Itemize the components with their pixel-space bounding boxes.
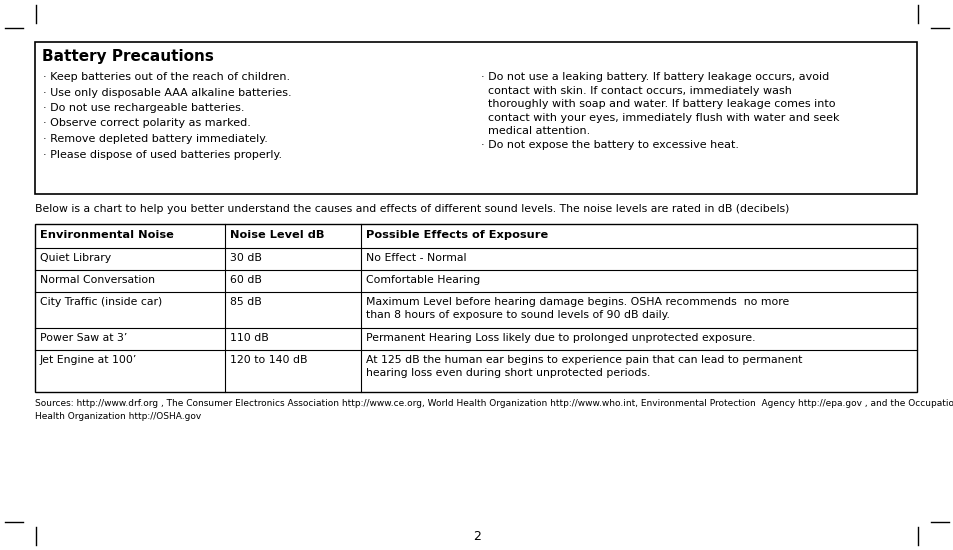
Text: · Remove depleted battery immediately.: · Remove depleted battery immediately.	[43, 134, 268, 144]
Text: At 125 dB the human ear begins to experience pain that can lead to permanent
hea: At 125 dB the human ear begins to experi…	[366, 355, 801, 378]
Text: Sources: http://www.drf.org , The Consumer Electronics Association http://www.ce: Sources: http://www.drf.org , The Consum…	[35, 399, 953, 408]
Text: 85 dB: 85 dB	[230, 297, 261, 307]
Text: Jet Engine at 100’: Jet Engine at 100’	[40, 355, 137, 365]
Text: · Keep batteries out of the reach of children.: · Keep batteries out of the reach of chi…	[43, 72, 290, 82]
Text: Below is a chart to help you better understand the causes and effects of differe: Below is a chart to help you better unde…	[35, 204, 788, 214]
Text: · Do not use a leaking battery. If battery leakage occurs, avoid
  contact with : · Do not use a leaking battery. If batte…	[480, 72, 839, 136]
Text: Possible Effects of Exposure: Possible Effects of Exposure	[366, 230, 548, 240]
Text: · Observe correct polarity as marked.: · Observe correct polarity as marked.	[43, 118, 251, 129]
Text: City Traffic (inside car): City Traffic (inside car)	[40, 297, 162, 307]
Text: Normal Conversation: Normal Conversation	[40, 275, 154, 285]
Text: No Effect - Normal: No Effect - Normal	[366, 253, 466, 263]
Text: Permanent Hearing Loss likely due to prolonged unprotected exposure.: Permanent Hearing Loss likely due to pro…	[366, 333, 755, 343]
Bar	[35, 224, 916, 392]
Bar	[35, 42, 916, 194]
Text: 60 dB: 60 dB	[230, 275, 261, 285]
Text: Comfortable Hearing: Comfortable Hearing	[366, 275, 480, 285]
Text: 30 dB: 30 dB	[230, 253, 261, 263]
Text: Quiet Library: Quiet Library	[40, 253, 111, 263]
Text: Noise Level dB: Noise Level dB	[230, 230, 324, 240]
Text: 110 dB: 110 dB	[230, 333, 268, 343]
Text: Maximum Level before hearing damage begins. OSHA recommends  no more
than 8 hour: Maximum Level before hearing damage begi…	[366, 297, 789, 320]
Text: Power Saw at 3’: Power Saw at 3’	[40, 333, 128, 343]
Text: Health Organization http://OSHA.gov: Health Organization http://OSHA.gov	[35, 412, 201, 421]
Text: 120 to 140 dB: 120 to 140 dB	[230, 355, 307, 365]
Text: · Do not use rechargeable batteries.: · Do not use rechargeable batteries.	[43, 103, 244, 113]
Text: · Do not expose the battery to excessive heat.: · Do not expose the battery to excessive…	[480, 140, 739, 150]
Text: 2: 2	[473, 530, 480, 543]
Text: Environmental Noise: Environmental Noise	[40, 230, 173, 240]
Text: Battery Precautions: Battery Precautions	[42, 49, 213, 64]
Text: · Use only disposable AAA alkaline batteries.: · Use only disposable AAA alkaline batte…	[43, 87, 292, 97]
Text: · Please dispose of used batteries properly.: · Please dispose of used batteries prope…	[43, 150, 282, 160]
